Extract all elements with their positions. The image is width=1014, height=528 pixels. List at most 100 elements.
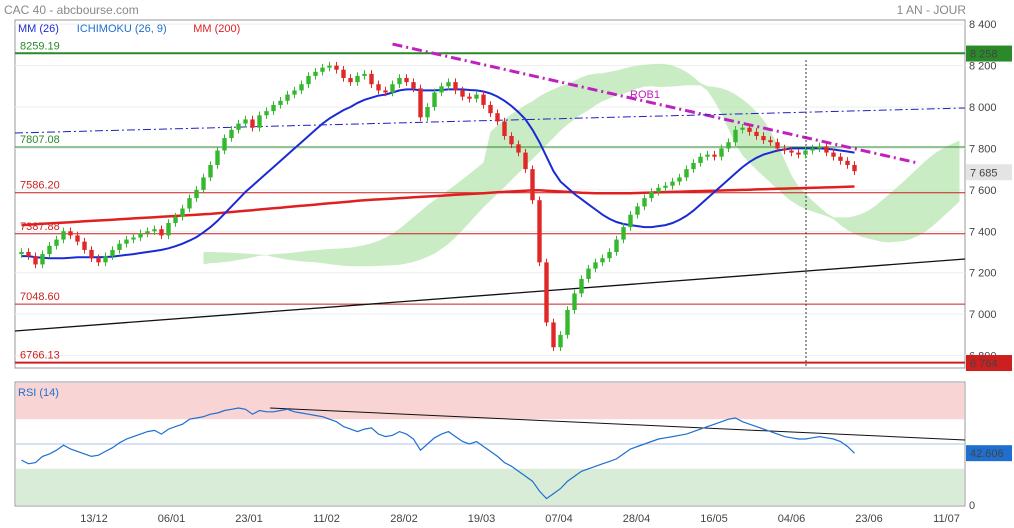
x-tick-label: 04/06 xyxy=(778,513,806,525)
rsi-badge xyxy=(966,445,1012,462)
candle-body xyxy=(89,249,94,259)
candle-body xyxy=(838,156,843,161)
candle-body xyxy=(411,82,416,89)
candle-body xyxy=(817,146,822,149)
candle-body xyxy=(418,88,423,118)
level-label: 7586.20 xyxy=(20,180,60,192)
rob1-label: ROB1 xyxy=(630,89,660,101)
price-badge xyxy=(966,164,1012,181)
candle-body xyxy=(502,121,507,136)
candlesticks xyxy=(19,61,857,352)
price-badge-label: 6 764 xyxy=(970,358,998,370)
candle-body xyxy=(173,216,178,223)
legend: MM (26) ICHIMOKU (26, 9) MM (200) xyxy=(18,23,240,35)
candle-body xyxy=(250,119,255,128)
candle-body xyxy=(775,142,780,149)
candle-body xyxy=(684,169,689,178)
candle-body xyxy=(649,191,654,199)
y-tick-label: 7 600 xyxy=(969,185,997,197)
candle-body xyxy=(26,252,31,257)
rsi-badge-label: 42.606 xyxy=(970,448,1004,460)
ma26-line xyxy=(21,88,855,260)
x-tick-label: 11/07 xyxy=(933,513,960,525)
price-badge xyxy=(966,45,1012,62)
candle-body xyxy=(565,310,570,335)
candle-body xyxy=(222,138,227,151)
candle-body xyxy=(719,148,724,157)
channel-line xyxy=(14,107,966,134)
candle-body xyxy=(313,71,318,76)
candle-body xyxy=(103,256,108,263)
candle-body xyxy=(152,229,157,232)
x-tick-label: 28/02 xyxy=(390,513,418,525)
candle-body xyxy=(299,84,304,91)
candle-body xyxy=(495,113,500,122)
candle-body xyxy=(579,278,584,294)
candle-body xyxy=(145,231,150,234)
candle-body xyxy=(740,127,745,130)
candle-body xyxy=(523,152,528,170)
candle-body xyxy=(782,148,787,151)
rsi-tick-label: 0 xyxy=(969,500,975,512)
candle-body xyxy=(754,131,759,136)
candle-body xyxy=(488,104,493,114)
x-tick-label: 16/05 xyxy=(700,513,728,525)
candle-body xyxy=(705,154,710,157)
candle-body xyxy=(201,177,206,190)
candle-body xyxy=(698,156,703,163)
x-axis-ticks: 13/12 06/01 23/01 11/02 28/02 19/03 07/04 28/04… xyxy=(80,513,960,525)
candle-body xyxy=(593,262,598,269)
candle-body xyxy=(362,73,367,76)
candle-body xyxy=(677,177,682,182)
candle-body xyxy=(663,185,668,188)
candle-body xyxy=(803,150,808,155)
candle-body xyxy=(376,84,381,91)
chart-title: CAC 40 - abcbourse.com xyxy=(4,3,139,17)
candle-body xyxy=(670,181,675,186)
candle-body xyxy=(467,96,472,99)
candle-body xyxy=(40,254,45,265)
candle-body xyxy=(306,75,311,85)
y-tick-label: 7 800 xyxy=(969,143,997,155)
candle-body xyxy=(369,73,374,85)
legend-item: MM (200) xyxy=(193,23,240,35)
x-tick-label: 19/03 xyxy=(468,513,496,525)
legend-item: ICHIMOKU (26, 9) xyxy=(77,23,167,35)
candle-body xyxy=(131,237,136,240)
candle-body xyxy=(68,231,73,236)
candle-body xyxy=(439,86,444,93)
candle-body xyxy=(166,223,171,236)
candle-body xyxy=(425,107,430,118)
candle-body xyxy=(635,206,640,215)
x-tick-label: 23/01 xyxy=(235,513,263,525)
level-label: 7807.08 xyxy=(20,134,60,146)
candle-body xyxy=(712,154,717,157)
candle-body xyxy=(824,146,829,153)
candle-body xyxy=(628,214,633,228)
x-tick-label: 11/02 xyxy=(313,513,340,525)
candle-body xyxy=(47,245,52,255)
candle-body xyxy=(537,200,542,263)
candle-body xyxy=(320,67,325,72)
x-tick-label: 06/01 xyxy=(158,513,186,525)
candle-body xyxy=(390,84,395,93)
candle-body xyxy=(845,160,850,165)
candle-body xyxy=(789,150,794,153)
candle-body xyxy=(474,94,479,99)
period-label[interactable]: 1 AN - JOUR xyxy=(896,3,966,17)
candle-body xyxy=(614,239,619,252)
x-tick-label: 07/04 xyxy=(545,513,573,525)
candle-body xyxy=(138,233,143,238)
level-label: 8259.19 xyxy=(20,40,60,52)
candle-body xyxy=(733,129,738,143)
candle-body xyxy=(19,252,24,255)
rob1-trendline xyxy=(392,42,918,165)
candle-body xyxy=(355,75,360,83)
candle-body xyxy=(516,144,521,153)
candle-body xyxy=(243,119,248,124)
candle-body xyxy=(453,82,458,91)
level-label: 6766.13 xyxy=(20,350,60,362)
candle-body xyxy=(187,198,192,209)
rsi-overbought-zone xyxy=(16,383,964,420)
